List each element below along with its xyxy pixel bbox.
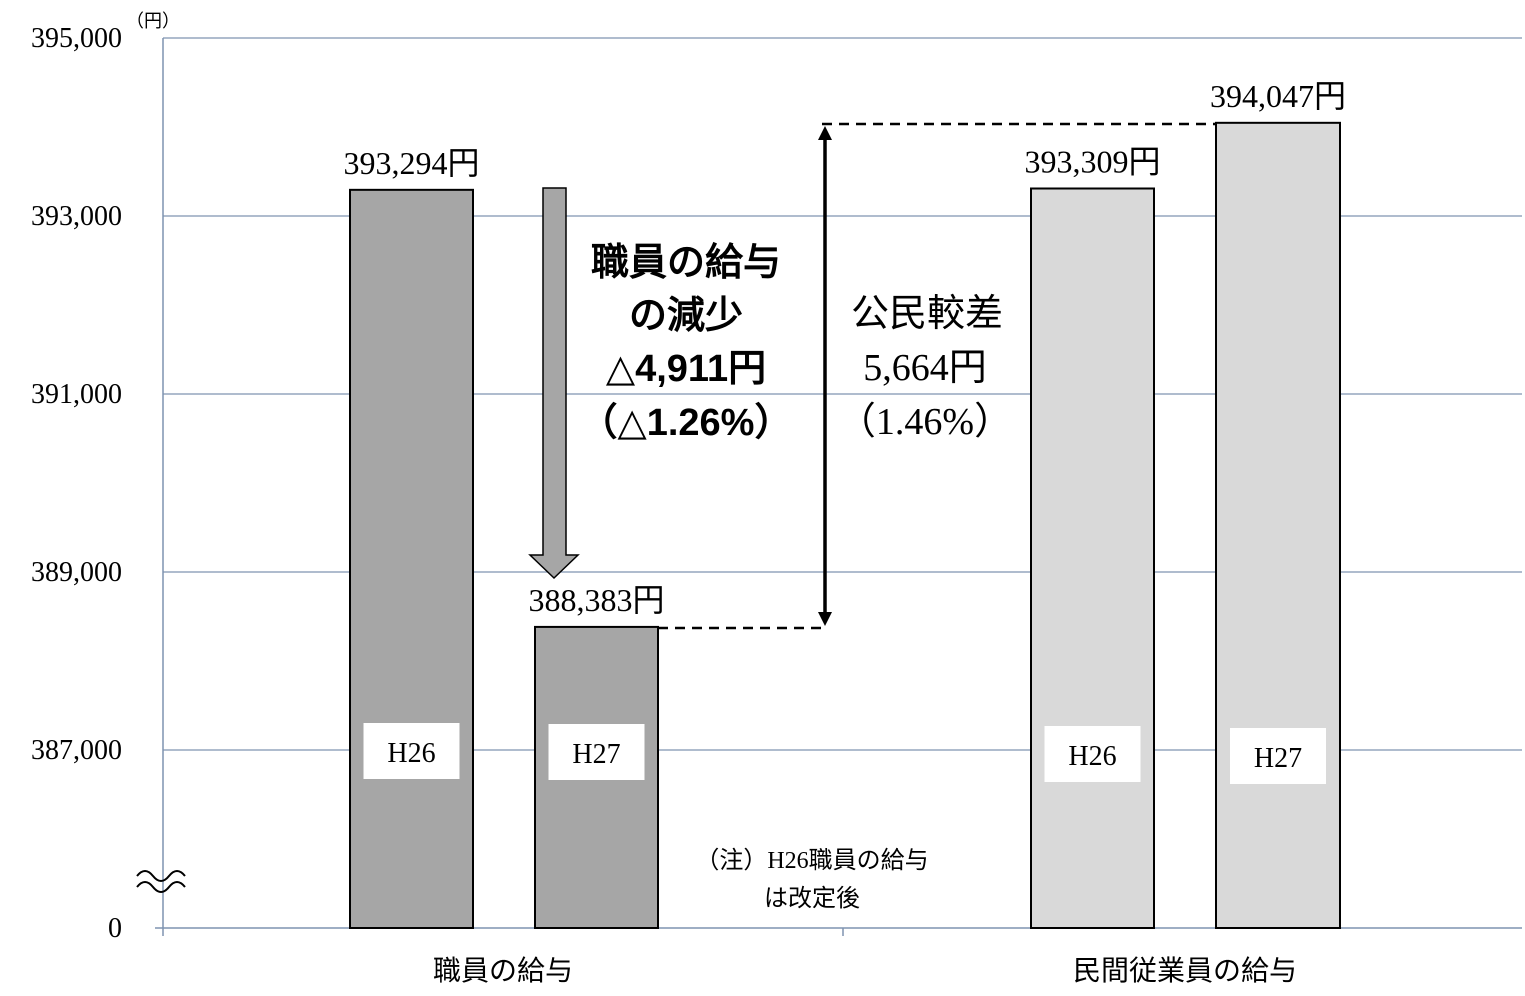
y-tick-label: 393,000 — [31, 201, 122, 232]
note-line2: は改定後 — [764, 885, 860, 912]
period-label: H26 — [387, 738, 435, 769]
bar-staff-h26 — [349, 188, 474, 930]
decrease-line4: （△1.26%） — [580, 402, 793, 444]
decrease-line2: の減少 — [629, 295, 743, 337]
y-tick-label: 395,000 — [31, 23, 122, 54]
bar-private-h26 — [1030, 187, 1155, 929]
bar-private-h27 — [1215, 121, 1341, 929]
y-tick-label: 387,000 — [31, 735, 122, 766]
period-label: H27 — [1254, 743, 1302, 774]
axis-break-icon — [136, 870, 186, 893]
bar-value-label: 393,294円 — [343, 145, 479, 181]
y-tick-label: 391,000 — [31, 379, 122, 410]
period-label: H27 — [572, 739, 620, 770]
decrease-arrow — [528, 187, 580, 580]
gap-line3: （1.46%） — [838, 401, 1012, 443]
gap-line1: 公民較差 — [851, 293, 1003, 335]
period-label-box — [548, 724, 645, 780]
period-label-box — [363, 723, 460, 779]
y-unit-label: （円） — [126, 11, 180, 31]
bars: 393,294円 H26 388,383円 H27 393,309円 H26 394,047… — [343, 78, 1346, 930]
category-label: 民間従業員の給与 — [1073, 955, 1297, 987]
decrease-line3: △4,911円 — [606, 348, 766, 390]
bar-value-label: 394,047円 — [1210, 78, 1346, 114]
period-label-box — [1230, 728, 1326, 784]
y-tick-label: 389,000 — [31, 557, 122, 588]
period-label: H26 — [1068, 741, 1116, 772]
y-tick-label: 0 — [108, 913, 122, 944]
y-tick-labels: 395,000 393,000 391,000 389,000 387,000 0 — [31, 23, 122, 944]
bar-value-label: 388,383円 — [528, 582, 664, 618]
decrease-line1: 職員の給与 — [591, 242, 781, 284]
period-label-box — [1044, 726, 1141, 782]
category-labels: 職員の給与 民間従業員の給与 — [433, 955, 1297, 987]
gap-line2: 5,664円 — [863, 347, 987, 389]
bar-value-label: 393,309円 — [1024, 143, 1160, 179]
category-label: 職員の給与 — [433, 955, 573, 987]
note-line1: （注）H26職員の給与 — [695, 847, 928, 874]
